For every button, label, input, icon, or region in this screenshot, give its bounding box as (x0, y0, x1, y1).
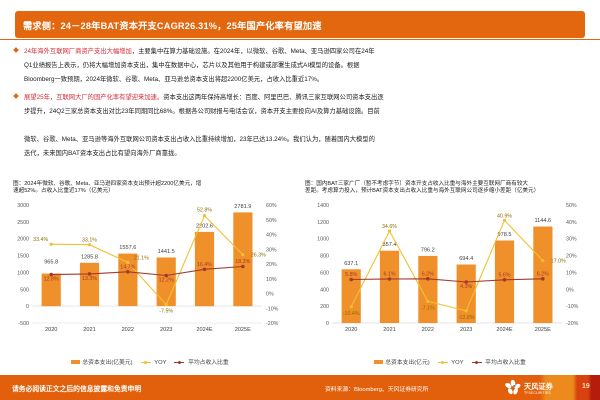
svg-text:14.7%: 14.7% (120, 264, 135, 270)
svg-text:13.3%: 13.3% (82, 276, 97, 282)
svg-text:2021: 2021 (383, 327, 395, 333)
svg-text:2024E: 2024E (496, 327, 512, 333)
svg-text:21.1%: 21.1% (134, 255, 149, 261)
svg-text:50%: 50% (266, 218, 277, 224)
svg-text:200: 200 (320, 304, 329, 310)
svg-text:2025E: 2025E (235, 327, 251, 333)
svg-text:1200: 1200 (317, 220, 329, 226)
svg-text:1285.8: 1285.8 (81, 254, 98, 260)
svg-text:-20%: -20% (266, 321, 279, 327)
svg-text:965.8: 965.8 (44, 260, 58, 266)
svg-text:1144.6: 1144.6 (534, 218, 551, 224)
svg-text:52.8%: 52.8% (197, 208, 212, 214)
svg-text:4.3%: 4.3% (460, 284, 472, 290)
svg-text:2781.9: 2781.9 (234, 204, 251, 210)
svg-text:6.1%: 6.1% (383, 272, 395, 278)
svg-text:6.2%: 6.2% (422, 271, 434, 277)
svg-text:2021: 2021 (83, 327, 95, 333)
svg-text:500: 500 (20, 287, 29, 293)
svg-text:18.3%: 18.3% (235, 259, 250, 265)
svg-text:40.9%: 40.9% (497, 213, 512, 219)
svg-text:-10.4%: -10.4% (343, 311, 360, 317)
svg-text:40%: 40% (566, 220, 577, 226)
svg-text:2020: 2020 (45, 327, 57, 333)
svg-text:2022: 2022 (122, 327, 134, 333)
svg-text:34.6%: 34.6% (382, 224, 397, 230)
svg-text:694.4: 694.4 (459, 256, 473, 262)
svg-text:33.1%: 33.1% (82, 238, 97, 244)
svg-text:5.8%: 5.8% (345, 272, 357, 278)
svg-text:600: 600 (320, 270, 329, 276)
svg-text:5.6%: 5.6% (498, 272, 510, 278)
svg-text:2023: 2023 (160, 327, 172, 333)
svg-text:20%: 20% (266, 262, 277, 268)
svg-text:-500: -500 (18, 321, 29, 327)
svg-text:2500: 2500 (17, 220, 29, 226)
svg-text:40%: 40% (266, 233, 277, 239)
svg-text:1557.6: 1557.6 (119, 245, 136, 251)
svg-text:33.4%: 33.4% (33, 237, 48, 243)
svg-text:-10%: -10% (266, 306, 279, 312)
svg-text:-7.5%: -7.5% (159, 309, 173, 315)
svg-text:0: 0 (26, 304, 29, 310)
svg-text:10%: 10% (566, 270, 577, 276)
svg-text:637.1: 637.1 (344, 261, 358, 267)
svg-text:0: 0 (326, 321, 329, 327)
svg-text:10%: 10% (266, 277, 277, 283)
svg-text:30%: 30% (266, 247, 277, 253)
svg-text:-20%: -20% (566, 321, 579, 327)
svg-text:-10%: -10% (566, 304, 579, 310)
svg-text:1500: 1500 (17, 254, 29, 260)
svg-text:60%: 60% (266, 203, 277, 209)
svg-text:2024E: 2024E (196, 327, 212, 333)
svg-text:-7.1%: -7.1% (421, 305, 435, 311)
svg-text:17.0%: 17.0% (551, 259, 566, 265)
svg-text:800: 800 (320, 254, 329, 260)
svg-text:1441.5: 1441.5 (158, 249, 175, 255)
svg-text:2023: 2023 (460, 327, 472, 333)
svg-text:12.2%: 12.2% (159, 278, 174, 284)
svg-text:20%: 20% (566, 254, 577, 260)
svg-text:16.4%: 16.4% (197, 262, 212, 268)
svg-text:1000: 1000 (17, 270, 29, 276)
svg-text:-12.8%: -12.8% (458, 315, 475, 321)
svg-text:1400: 1400 (317, 203, 329, 209)
svg-text:2022: 2022 (422, 327, 434, 333)
svg-text:2000: 2000 (17, 237, 29, 243)
svg-text:1000: 1000 (317, 237, 329, 243)
svg-text:6.2%: 6.2% (537, 271, 549, 277)
svg-text:400: 400 (320, 287, 329, 293)
svg-text:26.3%: 26.3% (251, 253, 266, 259)
svg-text:0%: 0% (566, 287, 574, 293)
svg-text:50%: 50% (566, 203, 577, 209)
svg-text:2025E: 2025E (535, 327, 551, 333)
svg-text:857.4: 857.4 (383, 242, 397, 248)
svg-text:0%: 0% (266, 292, 274, 298)
svg-text:3000: 3000 (17, 203, 29, 209)
svg-text:796.2: 796.2 (421, 247, 435, 253)
svg-text:12.8%: 12.8% (44, 277, 59, 283)
svg-text:30%: 30% (566, 237, 577, 243)
svg-text:2020: 2020 (345, 327, 357, 333)
